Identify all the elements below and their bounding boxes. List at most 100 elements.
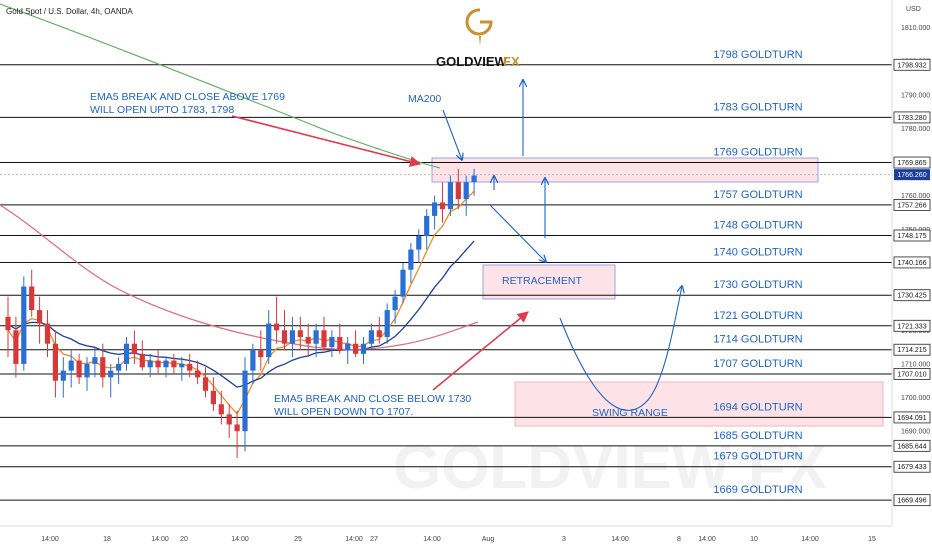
- candle-body-2: [21, 286, 27, 364]
- ma200-line: [0, 3, 441, 169]
- top-note-line2: WILL OPEN UPTO 1783, 1798: [90, 104, 234, 116]
- zone-retracement: [482, 264, 616, 300]
- price-tag-box-13: [893, 494, 931, 507]
- price-tag-13: 1669.496: [897, 498, 926, 505]
- x-tick-8: 14:00: [423, 536, 441, 543]
- ema-mid-line: [7, 240, 475, 388]
- price-tag-8: 1714.215: [897, 347, 926, 354]
- candle-body-5: [44, 323, 51, 344]
- price-tag-7: 1721.333: [897, 323, 926, 330]
- level-label-11: 1685 GOLDTURN: [713, 430, 802, 442]
- price-tag-2: 1769.865: [897, 160, 926, 167]
- candle-body-42: [337, 337, 343, 351]
- candle-body-32: [258, 350, 264, 358]
- price-tag-0: 1798.932: [897, 62, 926, 69]
- price-tag-box-4: [893, 229, 931, 242]
- swing-curve: [559, 286, 682, 411]
- y-tick-3: 1700.000: [901, 395, 930, 402]
- candle-body-50: [400, 269, 406, 297]
- candle-body-57: [455, 182, 461, 200]
- candle-body-36: [289, 330, 295, 344]
- ma200-label: MA200: [408, 93, 441, 105]
- x-tick-1: 18: [103, 536, 111, 543]
- price-tag-5: 1740.166: [897, 260, 926, 267]
- x-tick-3: 20: [180, 536, 188, 543]
- price-tag-box-9: [893, 368, 931, 380]
- candle-body-7: [60, 370, 66, 381]
- symbol-title: Gold Spot / U.S. Dollar, 4h, OANDA: [6, 7, 133, 16]
- candle-body-56: [447, 182, 453, 210]
- candle-body-59: [471, 175, 477, 183]
- price-tag-10: 1694.091: [897, 415, 926, 422]
- arrow-down-retrace: [489, 204, 546, 262]
- retracement-label: RETRACEMENT: [502, 275, 583, 287]
- bottom-note-line1: EMA5 BREAK AND CLOSE BELOW 1730: [274, 393, 471, 405]
- watermark: GOLDVIEW FX: [393, 433, 827, 502]
- candle-body-3: [29, 286, 35, 311]
- price-tag-4: 1748.175: [897, 233, 926, 240]
- candle-body-49: [392, 296, 398, 311]
- x-tick-9: Aug: [482, 536, 495, 543]
- level-label-13: 1669 GOLDTURN: [713, 484, 802, 496]
- candle-body-37: [297, 330, 303, 337]
- ema5-line: [7, 190, 475, 415]
- x-tick-15: 14:00: [801, 536, 819, 543]
- candle-body-19: [155, 360, 161, 368]
- x-tick-5: 25: [294, 536, 302, 543]
- price-tag-box-10: [893, 411, 931, 424]
- candle-body-6: [52, 343, 58, 381]
- candle-body-44: [353, 343, 359, 354]
- candle-body-53: [424, 215, 430, 237]
- candle-body-47: [376, 330, 382, 337]
- candle-body-11: [92, 357, 98, 364]
- candle-body-29: [234, 424, 240, 432]
- y-tick-12: 1790.000: [901, 92, 930, 99]
- candle-body-35: [281, 330, 288, 344]
- x-tick-10: 3: [562, 536, 566, 543]
- red-arrow-top: [231, 115, 422, 167]
- level-label-0: 1798 GOLDTURN: [713, 49, 802, 61]
- candle-body-9: [76, 360, 82, 378]
- price-tag-box-8: [893, 343, 931, 356]
- candle-body-25: [202, 377, 209, 391]
- red-arrow-bottom: [432, 311, 529, 391]
- candle-body-23: [187, 363, 193, 371]
- top-note-line1: EMA5 BREAK AND CLOSE ABOVE 1769: [90, 91, 285, 103]
- candle-body-16: [131, 343, 137, 354]
- level-label-9: 1707 GOLDTURN: [713, 358, 802, 370]
- y-tick-14: 1810.000: [901, 25, 930, 32]
- x-tick-7: 27: [370, 536, 378, 543]
- candle-body-34: [274, 323, 280, 331]
- candle-body-20: [163, 360, 169, 368]
- candle-body-46: [368, 330, 374, 344]
- candle-body-15: [123, 343, 130, 364]
- price-tag-box-12: [893, 460, 931, 473]
- price-tag-box-11: [893, 439, 931, 452]
- price-tag-3: 1757.266: [897, 202, 926, 209]
- currency-label: USD: [906, 6, 921, 13]
- logo-brand: GOLDVIEW: [436, 54, 508, 69]
- price-tag-box-6: [893, 289, 931, 302]
- candle-body-52: [416, 236, 422, 250]
- candle-body-45: [360, 343, 367, 354]
- candle-body-51: [408, 249, 414, 270]
- x-tick-11: 14:00: [611, 536, 629, 543]
- price-tag-12: 1679.433: [897, 464, 926, 471]
- candle-body-48: [384, 310, 390, 337]
- logo-suffix: FX: [503, 54, 520, 69]
- level-label-10: 1694 GOLDTURN: [713, 401, 802, 413]
- candle-body-22: [179, 363, 185, 368]
- candle-body-18: [147, 360, 153, 368]
- price-tag-1: 1783.280: [897, 115, 926, 122]
- bottom-note-line2: WILL OPEN DOWN TO 1707.: [274, 406, 413, 418]
- x-tick-14: 10: [750, 536, 758, 543]
- x-tick-0: 14:00: [41, 536, 59, 543]
- candle-body-54: [432, 202, 438, 216]
- candle-body-30: [242, 370, 248, 432]
- candle-body-8: [68, 360, 74, 371]
- price-tag-box-5: [893, 256, 931, 269]
- level-label-8: 1714 GOLDTURN: [713, 334, 802, 346]
- zone-1769: [431, 157, 819, 183]
- candle-body-38: [305, 337, 311, 344]
